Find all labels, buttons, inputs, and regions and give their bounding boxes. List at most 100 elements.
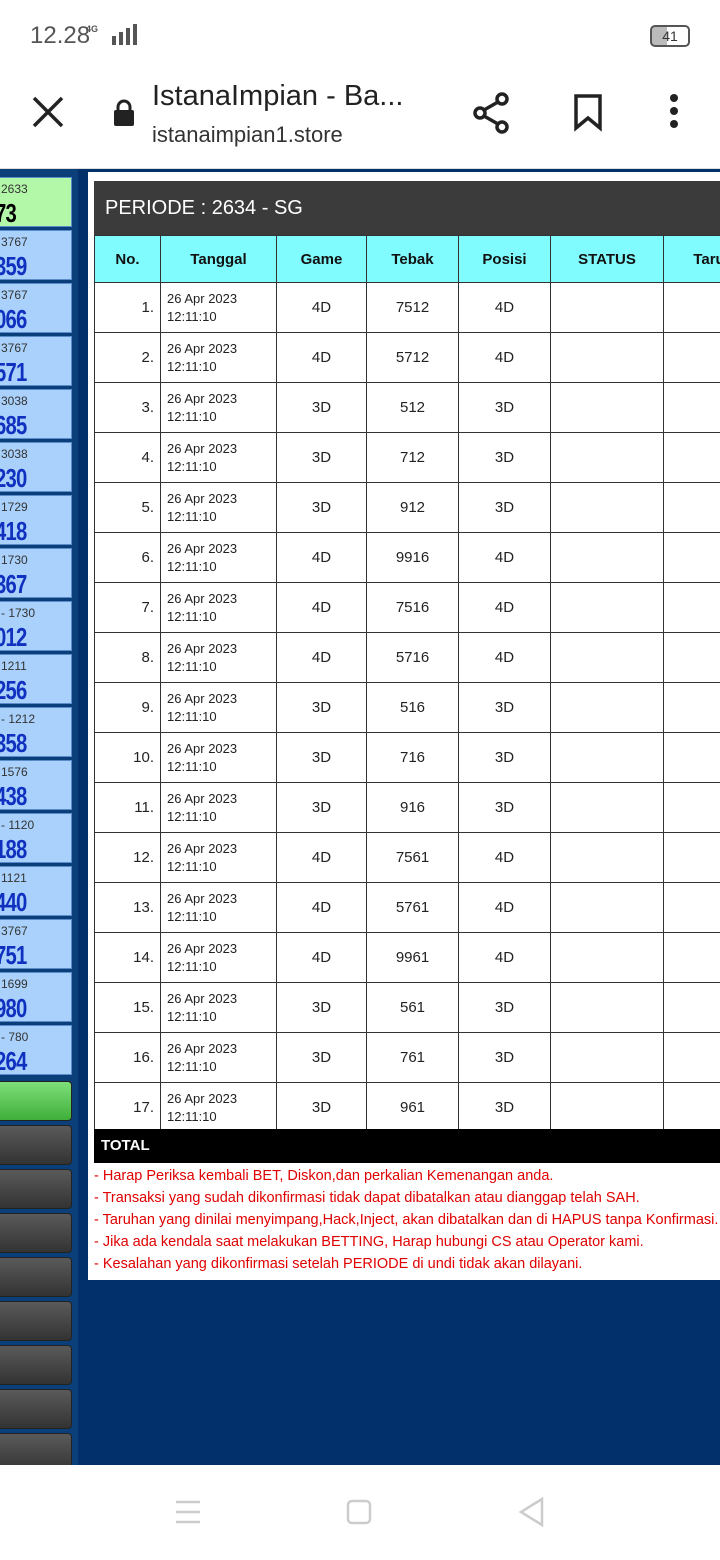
result-number: 440 <box>0 887 27 916</box>
game: 4D <box>276 332 367 383</box>
tebak: 516 <box>366 682 459 733</box>
home-button[interactable] <box>346 1499 374 1527</box>
result-number: 980 <box>0 993 27 1022</box>
back-button[interactable] <box>518 1497 546 1527</box>
time: 12:11:10 <box>167 408 217 424</box>
sidebar-button[interactable] <box>0 1389 72 1429</box>
lock-icon <box>114 99 134 126</box>
result-label: 1730 <box>1 553 28 567</box>
date: 26 Apr 2023 <box>167 740 238 756</box>
result-number: 066 <box>0 304 27 333</box>
taruhan <box>663 682 720 733</box>
date: 26 Apr 2023 <box>167 940 238 956</box>
status-bar: 12.28 4G 41 <box>0 0 720 70</box>
result-item: - 1120 188 <box>0 813 72 863</box>
status <box>550 582 664 633</box>
tebak: 916 <box>366 782 459 833</box>
header-row: No.TanggalGameTebakPosisiSTATUSTaru <box>94 235 720 283</box>
posisi: 3D <box>458 682 551 733</box>
result-item: - 1730 012 <box>0 601 72 651</box>
status <box>550 1082 664 1133</box>
sidebar-button[interactable] <box>0 1081 72 1121</box>
status <box>550 482 664 533</box>
result-item: 3767 359 <box>0 230 72 280</box>
row-number: 9. <box>94 682 161 733</box>
sidebar-button[interactable] <box>0 1257 72 1297</box>
result-label: - 1212 <box>1 712 36 726</box>
posisi: 3D <box>458 432 551 483</box>
result-label: - 1730 <box>1 606 36 620</box>
sidebar-button[interactable] <box>0 1125 72 1165</box>
clock: 12.28 <box>30 22 91 49</box>
sidebar-button[interactable] <box>0 1345 72 1385</box>
row-date: 26 Apr 2023 12:11:10 <box>160 382 277 433</box>
bet-row: 8. 26 Apr 2023 12:11:10 4D 5716 4D <box>94 632 720 683</box>
status <box>550 332 664 383</box>
time: 12:11:10 <box>167 708 217 724</box>
page-url[interactable]: istanaimpian1.store <box>152 122 343 147</box>
row-date: 26 Apr 2023 12:11:10 <box>160 532 277 583</box>
browser-bar: IstanaImpian - Ba... istanaimpian1.store <box>0 70 720 169</box>
column-header: Game <box>276 235 367 283</box>
sidebar-button[interactable] <box>0 1301 72 1341</box>
date: 26 Apr 2023 <box>167 340 238 356</box>
tebak: 5761 <box>366 882 459 933</box>
bet-panel: PERIODE : 2634 - SG No. Tanggal Game Tebak P… <box>88 172 720 1280</box>
posisi: 3D <box>458 482 551 533</box>
date: 26 Apr 2023 <box>167 540 238 556</box>
taruhan <box>663 332 720 383</box>
result-item: 1121 440 <box>0 866 72 916</box>
row-number: 1. <box>94 282 161 333</box>
time: 12:11:10 <box>167 1008 217 1024</box>
status <box>550 832 664 883</box>
result-number: 012 <box>0 622 27 651</box>
taruhan <box>663 982 720 1033</box>
date: 26 Apr 2023 <box>167 590 238 606</box>
row-number: 3. <box>94 382 161 433</box>
sidebar-button[interactable] <box>0 1433 72 1465</box>
status <box>550 782 664 833</box>
bet-row: 10. 26 Apr 2023 12:11:10 3D 716 3D <box>94 732 720 783</box>
posisi: 4D <box>458 882 551 933</box>
bet-row: 17. 26 Apr 2023 12:11:10 3D 961 3D <box>94 1082 720 1133</box>
status <box>550 982 664 1033</box>
time: 12:11:10 <box>167 358 217 374</box>
result-label: 1729 <box>1 500 28 514</box>
row-date: 26 Apr 2023 12:11:10 <box>160 582 277 633</box>
result-number: 685 <box>0 410 27 439</box>
tebak: 7512 <box>366 282 459 333</box>
date: 26 Apr 2023 <box>167 440 238 456</box>
row-date: 26 Apr 2023 12:11:10 <box>160 932 277 983</box>
menu-button[interactable] <box>666 94 682 132</box>
time: 12:11:10 <box>167 458 217 474</box>
column-header: Posisi <box>458 235 551 283</box>
column-header: No. <box>94 235 161 283</box>
taruhan <box>663 732 720 783</box>
posisi: 4D <box>458 632 551 683</box>
bet-row: 3. 26 Apr 2023 12:11:10 3D 512 3D <box>94 382 720 433</box>
bet-row: 14. 26 Apr 2023 12:11:10 4D 9961 4D <box>94 932 720 983</box>
tebak: 912 <box>366 482 459 533</box>
sidebar-button[interactable] <box>0 1169 72 1209</box>
result-number: 358 <box>0 728 27 757</box>
result-number: 73 <box>0 198 17 227</box>
result-item: 3038 230 <box>0 442 72 492</box>
row-number: 17. <box>94 1082 161 1133</box>
sidebar-button[interactable] <box>0 1213 72 1253</box>
status <box>550 432 664 483</box>
taruhan <box>663 482 720 533</box>
time: 12:11:10 <box>167 1058 217 1074</box>
result-number: 359 <box>0 251 27 280</box>
row-number: 2. <box>94 332 161 383</box>
status <box>550 732 664 783</box>
bet-row: 9. 26 Apr 2023 12:11:10 3D 516 3D <box>94 682 720 733</box>
recent-apps-button[interactable] <box>174 1499 202 1525</box>
share-button[interactable] <box>472 92 512 134</box>
taruhan <box>663 832 720 883</box>
posisi: 4D <box>458 932 551 983</box>
taruhan <box>663 582 720 633</box>
row-date: 26 Apr 2023 12:11:10 <box>160 1082 277 1133</box>
close-button[interactable] <box>30 94 66 130</box>
bookmark-button[interactable] <box>572 94 604 132</box>
bet-row: 11. 26 Apr 2023 12:11:10 3D 916 3D <box>94 782 720 833</box>
